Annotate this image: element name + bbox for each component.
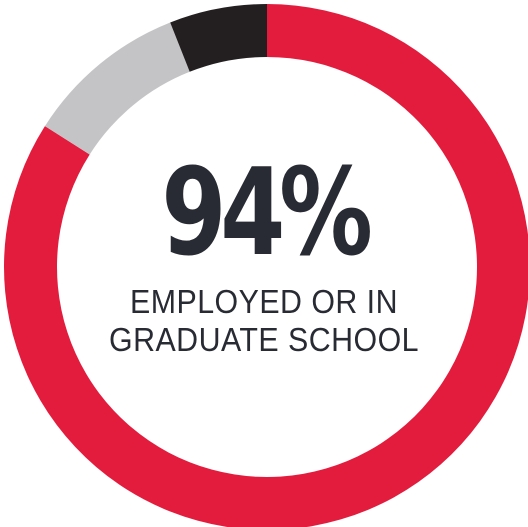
- stat-value: 94%: [161, 144, 373, 283]
- donut-segment-2: [44, 22, 190, 155]
- stat-caption-line-2: GRADUATE SCHOOL: [109, 321, 419, 358]
- donut-segment-3: [170, 4, 267, 72]
- stat-caption: EMPLOYED OR IN GRADUATE SCHOOL: [21, 283, 507, 359]
- stat-caption-line-1: EMPLOYED OR IN: [130, 283, 398, 320]
